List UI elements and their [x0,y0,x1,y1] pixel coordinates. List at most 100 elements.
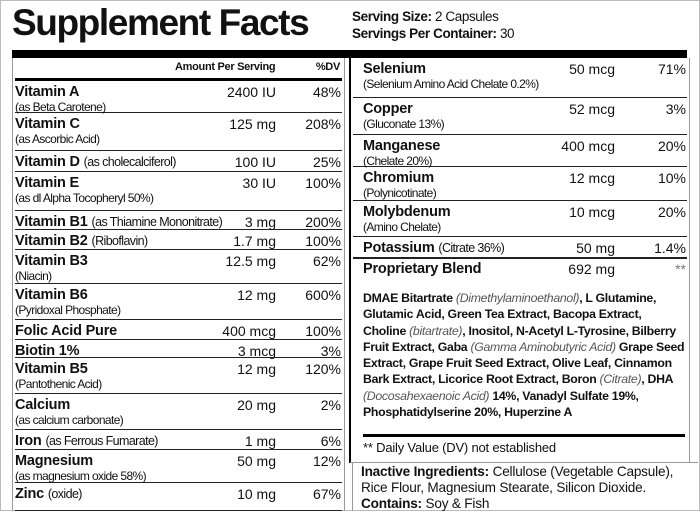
nutrient-source: (Selenium Amino Acid Chelate 0.2%) [363,77,539,91]
nutrient-amount: 50 mg [576,240,615,256]
nutrient-source: (Amino Chelate) [363,220,441,234]
nutrient-amount: 3 mcg [237,343,276,359]
nutrient-amount: 50 mcg [569,61,615,77]
nutrient-row: Selenium (Selenium Amino Acid Chelate 0.2… [353,58,687,98]
nutrient-row: Magnesium (as magnesium oxide 58%) 50 mg 12… [15,450,342,483]
nutrient-dv: 48% [312,84,341,100]
nutrient-amount: 400 mcg [561,138,615,154]
nutrient-source: (as Thiamine Mononitrate) [91,215,223,229]
ingredient-text: , Inositol, N-Acetyl L-Tyrosine, Bilberr… [363,323,676,354]
nutrient-amount: 12 mg [237,287,276,303]
nutrient-name: Calcium [15,397,70,413]
nutrient-name: Vitamin D (as cholecalciferol) [15,154,176,170]
nutrient-dv: 20% [657,204,686,220]
nutrient-source: (as magnesium oxide 58%) [15,469,147,483]
nutrient-name: Vitamin B2 (Riboflavin) [15,233,148,249]
nutrient-source: (as cholecalciferol) [83,155,177,169]
nutrient-name-text: Selenium [363,61,426,77]
nutrient-row: Vitamin E (as dl Alpha Tocopheryl 50%) 30 … [15,172,342,211]
nutrient-source: (as Beta Carotene) [15,100,106,114]
nutrient-name-text: Vitamin D [15,154,80,170]
nutrient-source: (Pyridoxal Phosphate) [15,303,121,317]
nutrient-name: Potassium (Citrate 36%) [363,240,505,256]
nutrient-name: Manganese [363,138,440,154]
nutrient-dv: 200% [305,214,341,230]
nutrient-name-text: Calcium [15,397,71,413]
nutrient-row: Vitamin C (as Ascorbic Acid) 125 mg 208% [15,113,342,151]
nutrient-amount: 3 mg [244,214,276,230]
nutrient-name: Vitamin E [15,175,79,191]
nutrient-amount: 125 mg [229,116,276,132]
dv-header: %DV [315,61,340,73]
amount-header: Amount Per Serving [175,61,276,73]
nutrient-row: Proprietary Blend 692 mg ** [353,258,687,286]
nutrient-source: (Polynicotinate) [363,186,437,200]
nutrient-row: Molybdenum (Amino Chelate) 10 mcg 20% [353,201,687,237]
nutrient-row: Zinc (oxide) 10 mg 67% [15,483,342,511]
ingredient-detail: (Citrate) [599,372,642,387]
nutrient-source: (Citrate 36%) [438,241,505,255]
nutrient-name: Vitamin B6 [15,287,88,303]
footnote-divider [363,434,685,437]
nutrient-amount: 52 mcg [569,101,615,117]
nutrient-amount: 30 IU [242,175,276,191]
nutrient-row: Vitamin B2 (Riboflavin) 1.7 mg 100% [15,230,342,250]
nutrient-dv: 208% [305,116,341,132]
nutrient-amount: 12 mcg [569,170,615,186]
left-column: Amount Per Serving %DV Vitamin A (as Beta… [12,58,345,511]
nutrient-dv: 20% [657,138,686,154]
nutrient-name-text: Proprietary Blend [363,261,482,277]
nutrient-row: Folic Acid Pure 400 mcg 100% [15,320,342,340]
page-title: Supplement Facts [12,2,310,43]
nutrient-name: Copper [363,101,413,117]
nutrient-row: Copper (Gluconate 13%) 52 mcg 3% [353,98,687,135]
nutrient-name: Selenium [363,61,426,77]
nutrient-name-text: Vitamin B2 [15,233,88,249]
nutrient-source: (Niacin) [15,269,52,283]
nutrient-dv: 12% [312,453,341,469]
nutrient-row: Vitamin A (as Beta Carotene) 2400 IU 48% [15,81,342,114]
nutrient-dv: 600% [305,287,341,303]
nutrient-name-text: Vitamin B6 [15,287,88,303]
nutrient-amount: 12 mg [237,361,276,377]
proprietary-blend-ingredients: DMAE Bitartrate (Dimethylaminoethanol), … [363,290,685,420]
nutrient-name: Vitamin B3 [15,253,88,269]
ingredient-text: , DHA [641,372,673,387]
nutrient-name: Molybdenum [363,204,451,220]
nutrient-name: Iron (as Ferrous Fumarate) [15,433,158,449]
nutrient-name-text: Vitamin A [15,84,80,100]
nutrient-amount: 12.5 mg [225,253,276,269]
nutrient-row: Potassium (Citrate 36%) 50 mg 1.4% [353,237,687,259]
nutrient-name: Folic Acid Pure [15,323,117,339]
nutrient-name: Chromium [363,170,434,186]
nutrient-dv: 100% [305,323,341,339]
nutrient-amount: 100 IU [234,154,276,170]
nutrient-dv: 100% [305,233,341,249]
nutrient-source: (as Ferrous Fumarate) [45,434,158,448]
nutrient-row: Biotin 1% 3 mcg 3% [15,340,342,359]
nutrient-row: Vitamin B6 (Pyridoxal Phosphate) 12 mg 600% [15,284,342,320]
ingredient-detail: (bitartrate) [409,323,463,338]
nutrient-name-text: Chromium [363,170,434,186]
nutrient-name-text: Vitamin B5 [15,361,88,377]
nutrient-amount: 1.7 mg [233,233,276,249]
nutrient-row: Iron (as Ferrous Fumarate) 1 mg 6% [15,430,342,450]
nutrient-row: Vitamin B1 (as Thiamine Mononitrate) 3 mg… [15,211,342,230]
inactive-ingredients: Inactive Ingredients: Cellulose (Vegetab… [352,462,698,511]
nutrient-row: Vitamin B3 (Niacin) 12.5 mg 62% [15,250,342,284]
nutrient-name-text: Vitamin B1 [15,214,88,230]
nutrient-row: Vitamin B5 (Pantothenic Acid) 12 mg 120% [15,358,342,394]
ingredient-text: 14%, Vanadyl Sulfate 19%, Phosphatidylse… [363,388,639,420]
ingredient-text: , L Glutamine, Glutamic Acid, Green Tea … [363,291,657,338]
nutrient-name-text: Magnesium [15,453,93,469]
nutrient-name: Vitamin B1 (as Thiamine Mononitrate) [15,214,223,230]
nutrient-name-text: Vitamin C [15,116,80,132]
nutrient-name-text: Zinc [15,486,45,502]
nutrient-dv: 1.4% [654,240,686,256]
nutrient-name-text: Molybdenum [363,204,451,220]
nutrient-source: (as Ascorbic Acid) [15,132,100,146]
nutrient-row: Calcium (as calcium carbonate) 20 mg 2% [15,394,342,430]
nutrient-row: Vitamin D (as cholecalciferol) 100 IU 25% [15,151,342,172]
nutrient-source: (Chelate 20%) [363,154,433,168]
nutrient-amount: 10 mg [237,486,276,502]
